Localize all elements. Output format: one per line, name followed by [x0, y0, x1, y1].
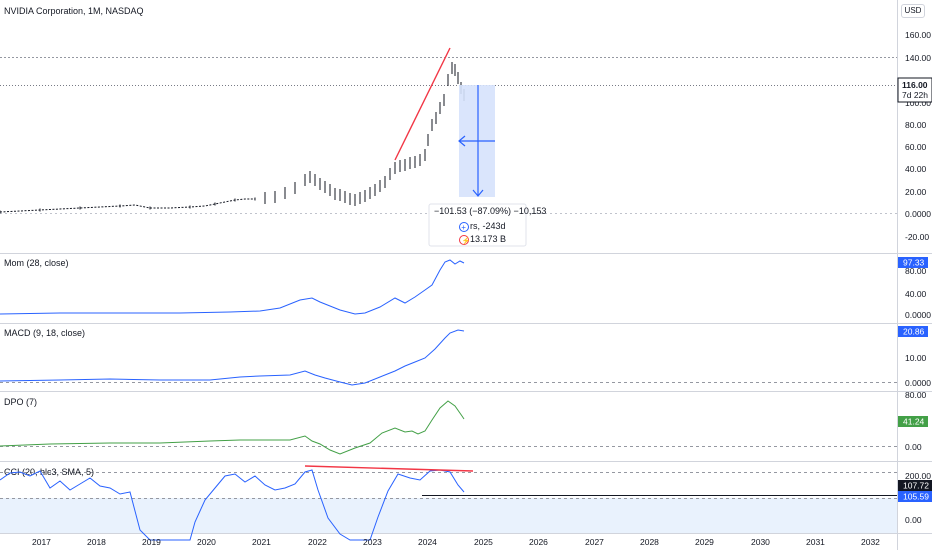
measure-label: −101.53 (−87.09%) −10,153 + rs, -243d ⚡ … — [428, 203, 546, 247]
time-axis-label: 2022 — [308, 537, 327, 547]
macd-title: MACD (9, 18, close) — [4, 328, 85, 338]
measure-arrow-down-icon — [472, 189, 484, 197]
macd-badge — [898, 326, 928, 337]
dpo-value: 41.24 — [903, 417, 925, 427]
mom-title: Mom (28, close) — [4, 258, 69, 268]
macd-value: 20.86 — [903, 327, 925, 337]
cci-line — [0, 469, 465, 541]
cci-value-2: 105.59 — [903, 492, 929, 502]
svg-text:+: + — [461, 223, 466, 232]
cci-badge-1 — [898, 480, 932, 491]
time-axis-label: 2021 — [252, 537, 271, 547]
time-axis-label: 2031 — [806, 537, 825, 547]
dpo-tick: 80.00 — [905, 390, 927, 400]
time-axis-label: 2032 — [861, 537, 880, 547]
time-axis-label: 2018 — [87, 537, 106, 547]
mom-line — [0, 259, 465, 315]
mom-badge — [898, 257, 928, 268]
time-axis-label: 2020 — [197, 537, 216, 547]
measure-line-1: −101.53 (−87.09%) −10,153 — [434, 206, 546, 216]
cci-band — [0, 498, 897, 533]
time-axis-label: 2028 — [640, 537, 659, 547]
lightning-icon[interactable] — [459, 235, 469, 245]
price-tick: 80.00 — [905, 120, 927, 130]
cci-badge-2 — [898, 491, 932, 502]
price-tick: 140.00 — [905, 53, 931, 63]
macd-tick: 0.0000 — [905, 378, 931, 388]
symbol-title: NVIDIA Corporation, 1M, NASDAQ — [4, 6, 144, 16]
dpo-badge — [898, 416, 928, 427]
price-tick: 160.00 — [905, 30, 931, 40]
price-tick: 0.0000 — [905, 209, 931, 219]
cci-tick: 200.00 — [905, 471, 931, 481]
currency-button[interactable]: USD — [901, 4, 925, 18]
time-axis-label: 2029 — [695, 537, 714, 547]
measure-arrow-left-icon — [458, 135, 466, 147]
time-axis-label: 2026 — [529, 537, 548, 547]
time-axis-label: 2027 — [585, 537, 604, 547]
mom-tick: 0.0000 — [905, 310, 931, 320]
svg-text:⚡: ⚡ — [462, 236, 471, 245]
time-axis-label: 2024 — [418, 537, 437, 547]
price-tick: 20.00 — [905, 187, 927, 197]
last-price-badge: 116.00 7d 22h — [897, 77, 932, 103]
price-axis: 160.00 140.00 100.00 80.00 60.00 40.00 2… — [905, 30, 931, 242]
measure-line-3: 13.173 B — [470, 234, 506, 244]
countdown: 7d 22h — [902, 90, 928, 100]
cci-value-1: 107.72 — [903, 481, 929, 491]
dpo-tick: 0.00 — [905, 442, 922, 452]
price-tick: 100.00 — [905, 98, 931, 108]
time-axis-label: 2019 — [142, 537, 161, 547]
price-tick: 40.00 — [905, 164, 927, 174]
mom-tick: 40.00 — [905, 289, 927, 299]
price-tick: 60.00 — [905, 142, 927, 152]
last-price: 116.00 — [902, 80, 928, 90]
time-axis[interactable]: 2017 2018 2019 2020 2021 2022 2023 2024 2025 2026… — [32, 537, 880, 547]
time-axis-label: 2030 — [751, 537, 770, 547]
price-path — [0, 198, 255, 213]
mom-tick: 80.00 — [905, 266, 927, 276]
macd-tick: 10.00 — [905, 353, 927, 363]
dpo-title: DPO (7) — [4, 397, 37, 407]
trendline[interactable] — [394, 47, 451, 161]
price-tick: -20.00 — [905, 232, 929, 242]
price-bars — [0, 62, 465, 214]
time-axis-label: 2025 — [474, 537, 493, 547]
time-axis-label: 2017 — [32, 537, 51, 547]
cci-tick: 0.00 — [905, 515, 922, 525]
macd-line — [0, 329, 465, 386]
cci-title: CCI (20, hlc3, SMA, 5) — [4, 467, 94, 477]
plus-icon[interactable] — [459, 222, 469, 232]
cci-trendline[interactable] — [304, 465, 474, 472]
measure-line-2: rs, -243d — [470, 221, 506, 231]
dpo-line — [0, 400, 465, 455]
time-axis-label: 2023 — [363, 537, 382, 547]
mom-value: 97.33 — [903, 258, 925, 268]
